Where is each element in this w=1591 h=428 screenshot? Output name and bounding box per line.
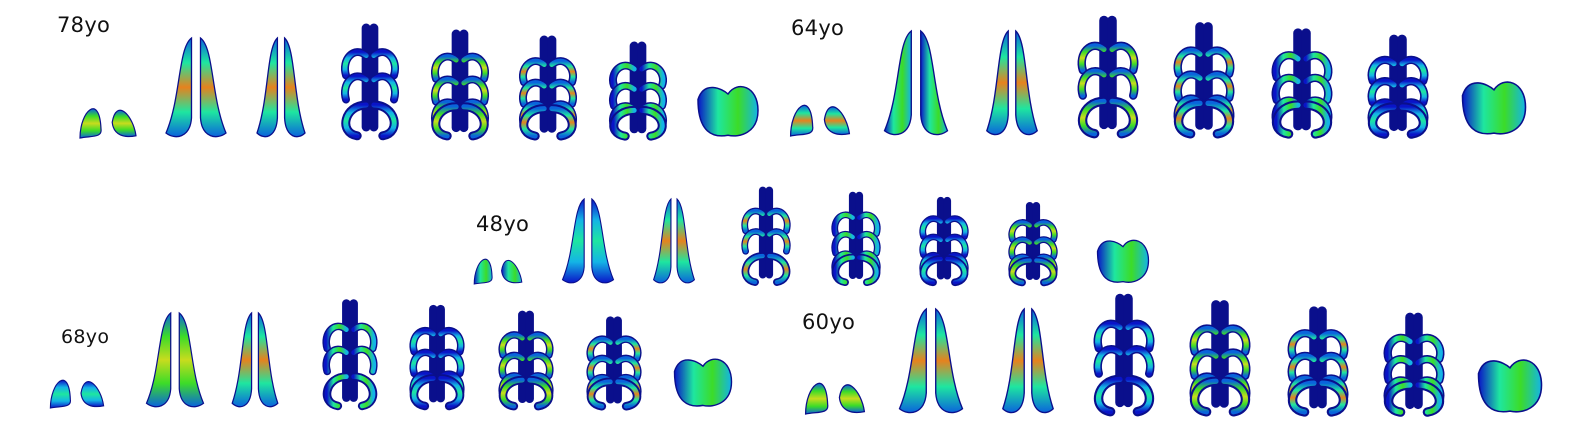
cross-section-slice <box>79 108 137 139</box>
cross-section-slice <box>1383 312 1445 417</box>
cross-section-slice <box>673 358 733 407</box>
row-60yo <box>804 293 1543 417</box>
cross-section-slice <box>473 258 523 285</box>
cross-section-slice <box>1271 28 1333 139</box>
cross-section-slice <box>49 379 105 409</box>
row-68yo <box>49 299 733 411</box>
cross-section-slice <box>145 311 205 408</box>
cross-section-slice <box>898 307 964 414</box>
cross-section-slice <box>789 104 851 137</box>
cross-section-slice <box>919 196 969 287</box>
cross-section-slice <box>498 310 554 411</box>
cross-section-slice <box>1093 293 1155 417</box>
cross-section-slice <box>986 29 1038 136</box>
cross-section-slice <box>1461 81 1527 135</box>
cross-section-slice <box>561 197 615 284</box>
cross-section-slice <box>1477 359 1543 413</box>
cross-section-slice <box>883 29 949 136</box>
cross-section-slice <box>1077 15 1139 139</box>
label-60yo: 60yo <box>802 310 856 334</box>
cross-section-slice <box>804 382 866 415</box>
label-64yo: 64yo <box>791 16 845 40</box>
cross-section-slice <box>1173 22 1235 139</box>
cross-section-slice <box>586 316 642 411</box>
cross-section-slice <box>341 23 399 141</box>
cross-section-slice <box>231 311 279 408</box>
cross-section-slice <box>519 35 577 141</box>
cross-section-slice <box>831 191 881 287</box>
cross-section-slice <box>431 29 489 141</box>
cross-section-slice <box>609 41 667 141</box>
cross-section-slice <box>256 36 306 138</box>
cross-section-slice <box>165 36 227 138</box>
label-78yo: 78yo <box>57 13 111 37</box>
cross-section-slice <box>1002 307 1054 414</box>
cross-section-slice <box>1008 201 1058 287</box>
cross-section-slice <box>322 299 378 411</box>
row-78yo <box>79 23 759 141</box>
row-64yo <box>789 15 1527 139</box>
label-48yo: 48yo <box>476 212 530 236</box>
cross-section-slice <box>697 85 759 137</box>
cross-section-slice <box>652 197 696 284</box>
cross-section-slice <box>409 304 465 411</box>
row-48yo <box>473 186 1150 287</box>
cross-section-slice <box>1189 300 1251 417</box>
cross-section-slice <box>1287 306 1349 417</box>
label-68yo: 68yo <box>61 326 110 348</box>
cross-section-slice <box>741 186 791 286</box>
cross-section-slice <box>1367 34 1429 139</box>
cross-section-slice <box>1096 239 1150 283</box>
